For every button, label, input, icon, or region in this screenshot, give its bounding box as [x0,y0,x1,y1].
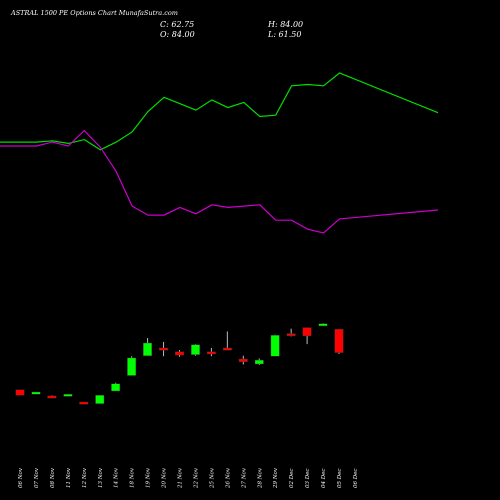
candle-body [206,351,216,355]
date-label: 14 Nov [114,467,120,488]
candle-03-dec [302,327,312,345]
date-label: 21 Nov [178,467,184,489]
candle-body [270,335,280,357]
candle-02-dec [286,328,296,337]
candles [15,323,344,405]
date-label: 06 Nov [18,467,24,488]
candle-body [238,358,248,362]
date-label: 08 Nov [50,467,56,488]
date-label: 12 Nov [82,467,88,488]
date-label: 02 Dec [289,469,295,489]
candle-body [79,401,89,405]
candle-25-nov [206,347,216,357]
date-label: 04 Dec [321,469,327,489]
open-value: O: 84.00 [160,30,195,39]
candle-22-nov [190,344,200,356]
candle-body [95,395,105,404]
candle-body [159,347,169,351]
date-label: 29 Nov [273,467,279,489]
candle-14-nov [111,382,121,392]
candle-body [318,323,328,327]
candle-13-nov [95,395,105,404]
candle-28-nov [254,358,264,366]
candle-body [175,351,185,356]
candle-06-nov [15,389,25,396]
candle-body [111,383,121,392]
candle-26-nov [222,331,232,351]
candle-05-dec [334,329,344,355]
date-label: 20 Nov [162,467,168,489]
date-label: 22 Nov [193,467,199,489]
candle-04-dec [318,323,328,327]
high-value: H: 84.00 [268,20,304,29]
candle-body [127,357,137,376]
indicator-line-2 [0,129,439,234]
candle-body [63,394,73,397]
low-value: L: 61.50 [268,30,302,39]
date-label: 19 Nov [146,467,152,488]
candle-body [15,389,25,396]
candle-08-nov [47,395,57,399]
date-label: 26 Nov [225,467,231,489]
date-label: 11 Nov [66,467,72,488]
date-axis: 06 Nov 07 Nov 08 Nov 11 Nov 12 Nov 13 Nov 14 N… [18,467,359,489]
date-label: 03 Dec [305,469,311,489]
date-label: 13 Nov [98,467,104,488]
candle-21-nov [175,350,185,357]
candle-29-nov [270,334,280,357]
candle-body [334,329,344,353]
date-label: 07 Nov [34,467,40,488]
date-label: 25 Nov [209,467,215,489]
candle-body [302,327,312,337]
chart-title: ASTRAL 1500 PE Options Chart MunafaSutra… [11,9,178,17]
candle-body [47,395,57,399]
date-label: 06 Dec [353,469,359,489]
candle-07-nov [31,391,41,395]
candle-body [143,342,153,356]
indicator-line-1 [0,72,439,151]
candle-body [286,333,296,337]
candle-27-nov [238,355,248,365]
candle-body [222,347,232,351]
candle-19-nov [143,338,153,356]
date-label: 28 Nov [257,467,263,489]
candle-12-nov [79,401,89,405]
candle-20-nov [159,341,169,357]
date-label: 05 Dec [337,469,343,489]
date-label: 27 Nov [241,467,247,489]
date-label: 18 Nov [130,467,136,488]
candle-body [254,359,264,365]
indicator-lines [0,72,439,234]
candle-18-nov [127,356,137,376]
candle-11-nov [63,394,73,397]
candle-body [31,391,41,395]
candle-body [190,344,200,355]
close-value: C: 62.75 [160,20,195,29]
